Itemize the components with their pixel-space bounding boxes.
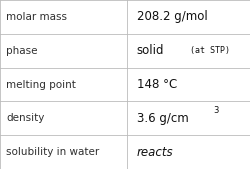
Text: solubility in water: solubility in water	[6, 147, 99, 157]
Text: (at STP): (at STP)	[189, 46, 228, 55]
Text: 3: 3	[212, 106, 218, 115]
Text: melting point: melting point	[6, 79, 76, 90]
Text: reacts: reacts	[136, 146, 173, 159]
Text: solid: solid	[136, 44, 164, 57]
Text: 208.2 g/mol: 208.2 g/mol	[136, 10, 207, 23]
Text: phase: phase	[6, 46, 38, 56]
Text: 148 °C: 148 °C	[136, 78, 176, 91]
Text: molar mass: molar mass	[6, 12, 67, 22]
Text: 3.6 g/cm: 3.6 g/cm	[136, 112, 188, 125]
Text: density: density	[6, 113, 44, 123]
